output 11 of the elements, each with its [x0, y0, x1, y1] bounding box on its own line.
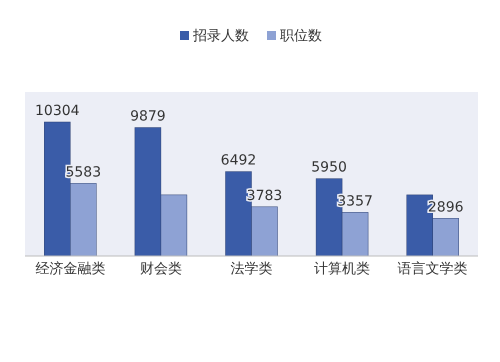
x-tick-label: 财会类	[140, 261, 182, 277]
x-tick-label: 经济金融类	[35, 261, 106, 277]
x-tick-label: 计算机类	[314, 261, 370, 277]
data-label: 9879	[130, 108, 166, 125]
legend-label: 职位数	[280, 28, 322, 44]
data-label: 5950	[311, 160, 347, 176]
data-label: 10304	[35, 103, 80, 119]
x-tick-label: 法学类	[230, 261, 272, 277]
legend-label: 招录人数	[192, 28, 249, 44]
x-tick-label: 语言文学类	[398, 261, 468, 277]
data-label: 6492	[220, 152, 256, 169]
